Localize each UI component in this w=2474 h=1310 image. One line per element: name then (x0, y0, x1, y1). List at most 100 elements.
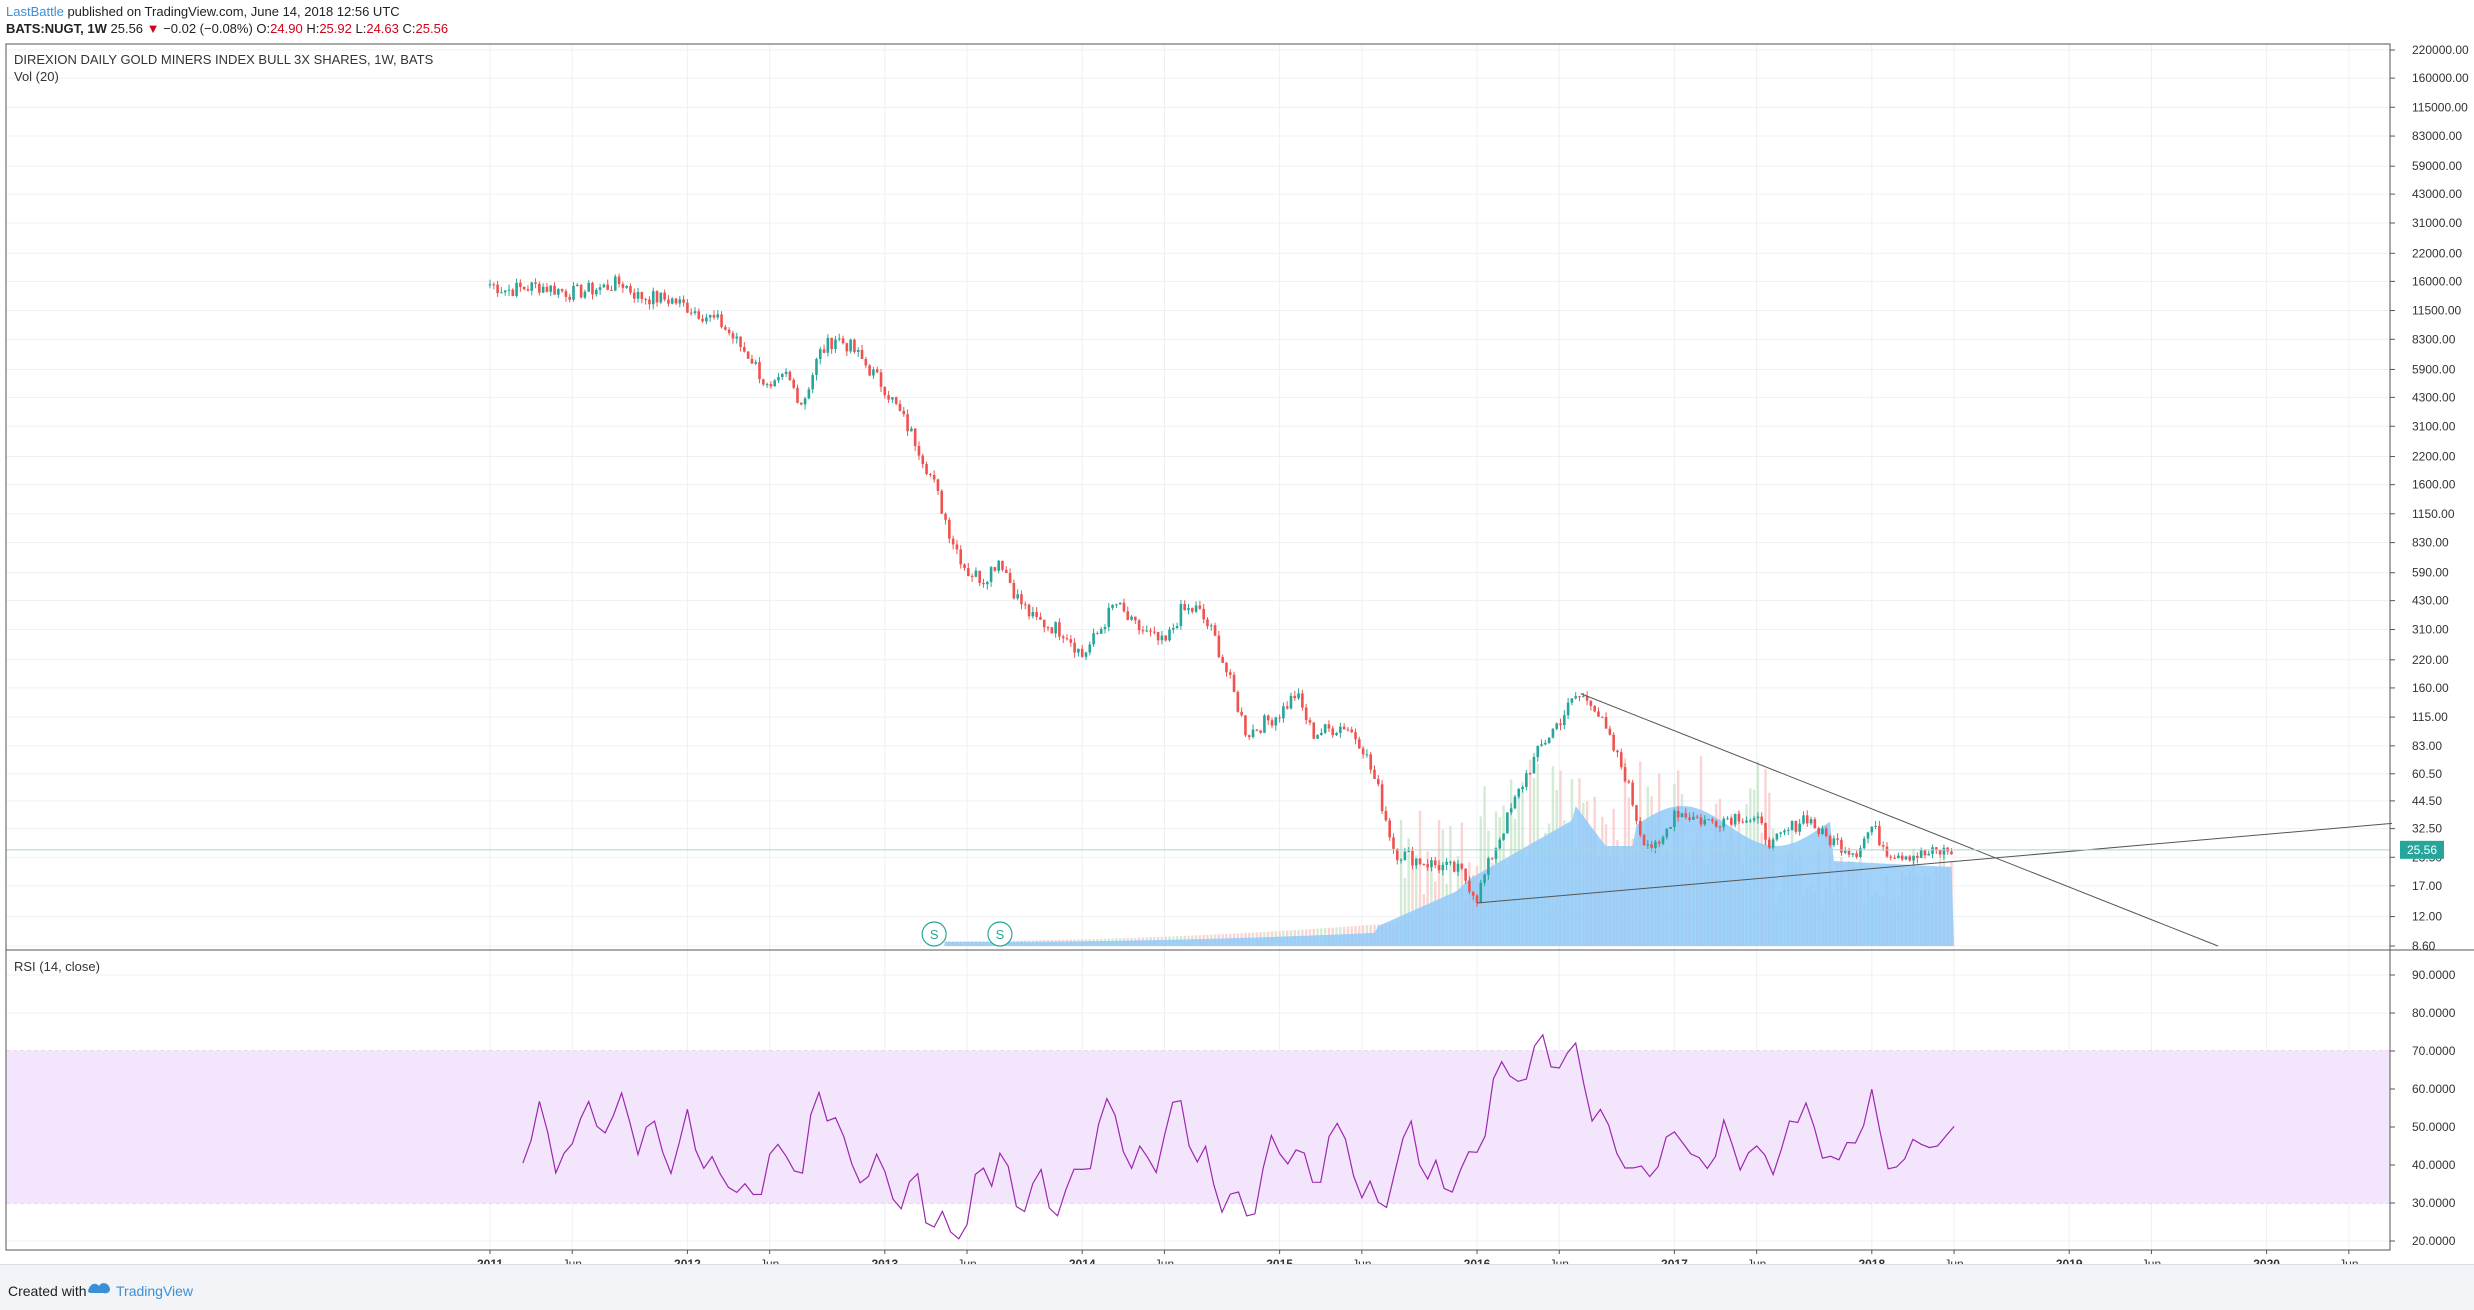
candle-body (936, 479, 940, 491)
candle-body (621, 284, 625, 288)
candle-body (1616, 750, 1619, 753)
candle-body (853, 339, 856, 352)
candle-body (564, 291, 568, 297)
price-tick-label: 3100.00 (2412, 419, 2456, 433)
candle-body (1134, 616, 1137, 621)
candle-body (731, 333, 735, 339)
main-pane-title: DIREXION DAILY GOLD MINERS INDEX BULL 3X… (14, 52, 434, 67)
candle-body (1122, 602, 1126, 612)
candle-body (959, 549, 963, 565)
candle-body (1403, 851, 1407, 860)
candle-body (632, 292, 636, 299)
candle-body (606, 284, 609, 290)
candle-body (1623, 767, 1627, 782)
candle-body (651, 291, 655, 305)
candle-body (594, 290, 598, 295)
price-tick-label: 83.00 (2412, 739, 2442, 753)
volume-bar (1418, 810, 1422, 946)
candle-body (1578, 696, 1581, 698)
candle-body (1004, 569, 1008, 573)
time-tick-label: Jun (1352, 1257, 1371, 1264)
candle-body (1228, 672, 1232, 675)
candle-body (1559, 723, 1562, 726)
candle-body (1904, 856, 1908, 860)
candle-body (1153, 631, 1156, 633)
candle-body (1452, 861, 1456, 872)
candle-body (708, 315, 712, 318)
split-marker-label: S (996, 927, 1005, 942)
candle-body (1323, 724, 1327, 733)
price-tick-label: 60.50 (2412, 767, 2442, 781)
candle-body (1433, 860, 1437, 866)
candle-body (724, 327, 727, 330)
low-label: L: (355, 21, 367, 36)
created-with-label: Created with (8, 1283, 87, 1299)
candle-body (822, 349, 826, 353)
candle-body (1012, 582, 1016, 599)
candle-body (1418, 858, 1422, 864)
candle-body (1042, 619, 1046, 628)
pane-frames (5, 43, 2474, 1251)
candle-body (826, 337, 830, 353)
candle-body (1354, 732, 1357, 740)
candle-body (1805, 815, 1809, 824)
price-tick-label: 32.50 (2412, 822, 2442, 836)
price-tick-label: 1150.00 (2412, 507, 2455, 521)
candle-body (818, 349, 822, 360)
candle-body (1718, 826, 1722, 828)
published-text: published on TradingView.com, June 14, 2… (67, 4, 400, 19)
candle-body (1099, 629, 1103, 634)
candle-body (1282, 706, 1285, 719)
candle-body (1566, 702, 1570, 716)
price-axis[interactable]: 220000.00 160000.00 115000.00 83000.00 59000… (2390, 43, 2469, 953)
candle-body (1642, 835, 1646, 846)
price-tick-label: 430.00 (2412, 594, 2449, 608)
candle-body (1912, 855, 1915, 861)
candle-body (777, 377, 780, 381)
time-axis[interactable]: 2011 Jun 2012 Jun 2013 Jun 2014 Jun 2015 Jun 2016 J… (477, 1250, 2359, 1264)
candle-body (617, 276, 621, 285)
grid-lines (6, 44, 2390, 1250)
candle-body (1145, 630, 1149, 632)
candle-body (1039, 616, 1042, 620)
symbol-label: BATS:NUGT, 1W (6, 21, 107, 36)
candle-body (1794, 821, 1798, 832)
candle-body (1327, 724, 1331, 729)
candle-body (1020, 594, 1023, 605)
tradingview-logo-icon[interactable] (86, 1279, 112, 1295)
candle-body (1950, 851, 1953, 855)
candle-body (1881, 845, 1885, 847)
candle-body (640, 292, 644, 300)
price-tick-label: 59000.00 (2412, 159, 2462, 173)
candle-body (1054, 622, 1057, 634)
volume-bars (944, 756, 1955, 946)
candle-body (841, 338, 845, 344)
rsi-axis[interactable]: 90.0000 80.0000 70.0000 60.0000 50.0000 40.00… (2390, 968, 2456, 1248)
footer: Created with TradingView (0, 1264, 2474, 1310)
author-link[interactable]: LastBattle (6, 4, 64, 19)
candle-body (758, 362, 761, 380)
candle-body (1680, 813, 1684, 818)
candle-body (1213, 625, 1217, 636)
candle-body (1475, 895, 1479, 903)
candle-body (667, 299, 670, 304)
price-tick-label: 8.60 (2412, 939, 2436, 953)
candle-body (1422, 863, 1426, 865)
candle-body (1160, 635, 1164, 641)
candle-body (879, 372, 883, 387)
candle-body (1749, 820, 1752, 822)
chart-canvas[interactable]: 220000.00 160000.00 115000.00 83000.00 59000… (0, 0, 2474, 1264)
candle-body (545, 286, 549, 292)
candle-body (1654, 841, 1657, 849)
candle-body (1202, 608, 1205, 620)
candle-body (1468, 880, 1471, 892)
candle-body (1278, 717, 1281, 719)
volume-bar (1411, 858, 1414, 946)
candle-body (1308, 720, 1312, 723)
candle-body (1244, 715, 1247, 736)
candle-body (1198, 605, 1202, 609)
candle-body (875, 369, 879, 373)
candle-body (1358, 739, 1361, 749)
tradingview-brand-link[interactable]: TradingView (116, 1283, 194, 1299)
